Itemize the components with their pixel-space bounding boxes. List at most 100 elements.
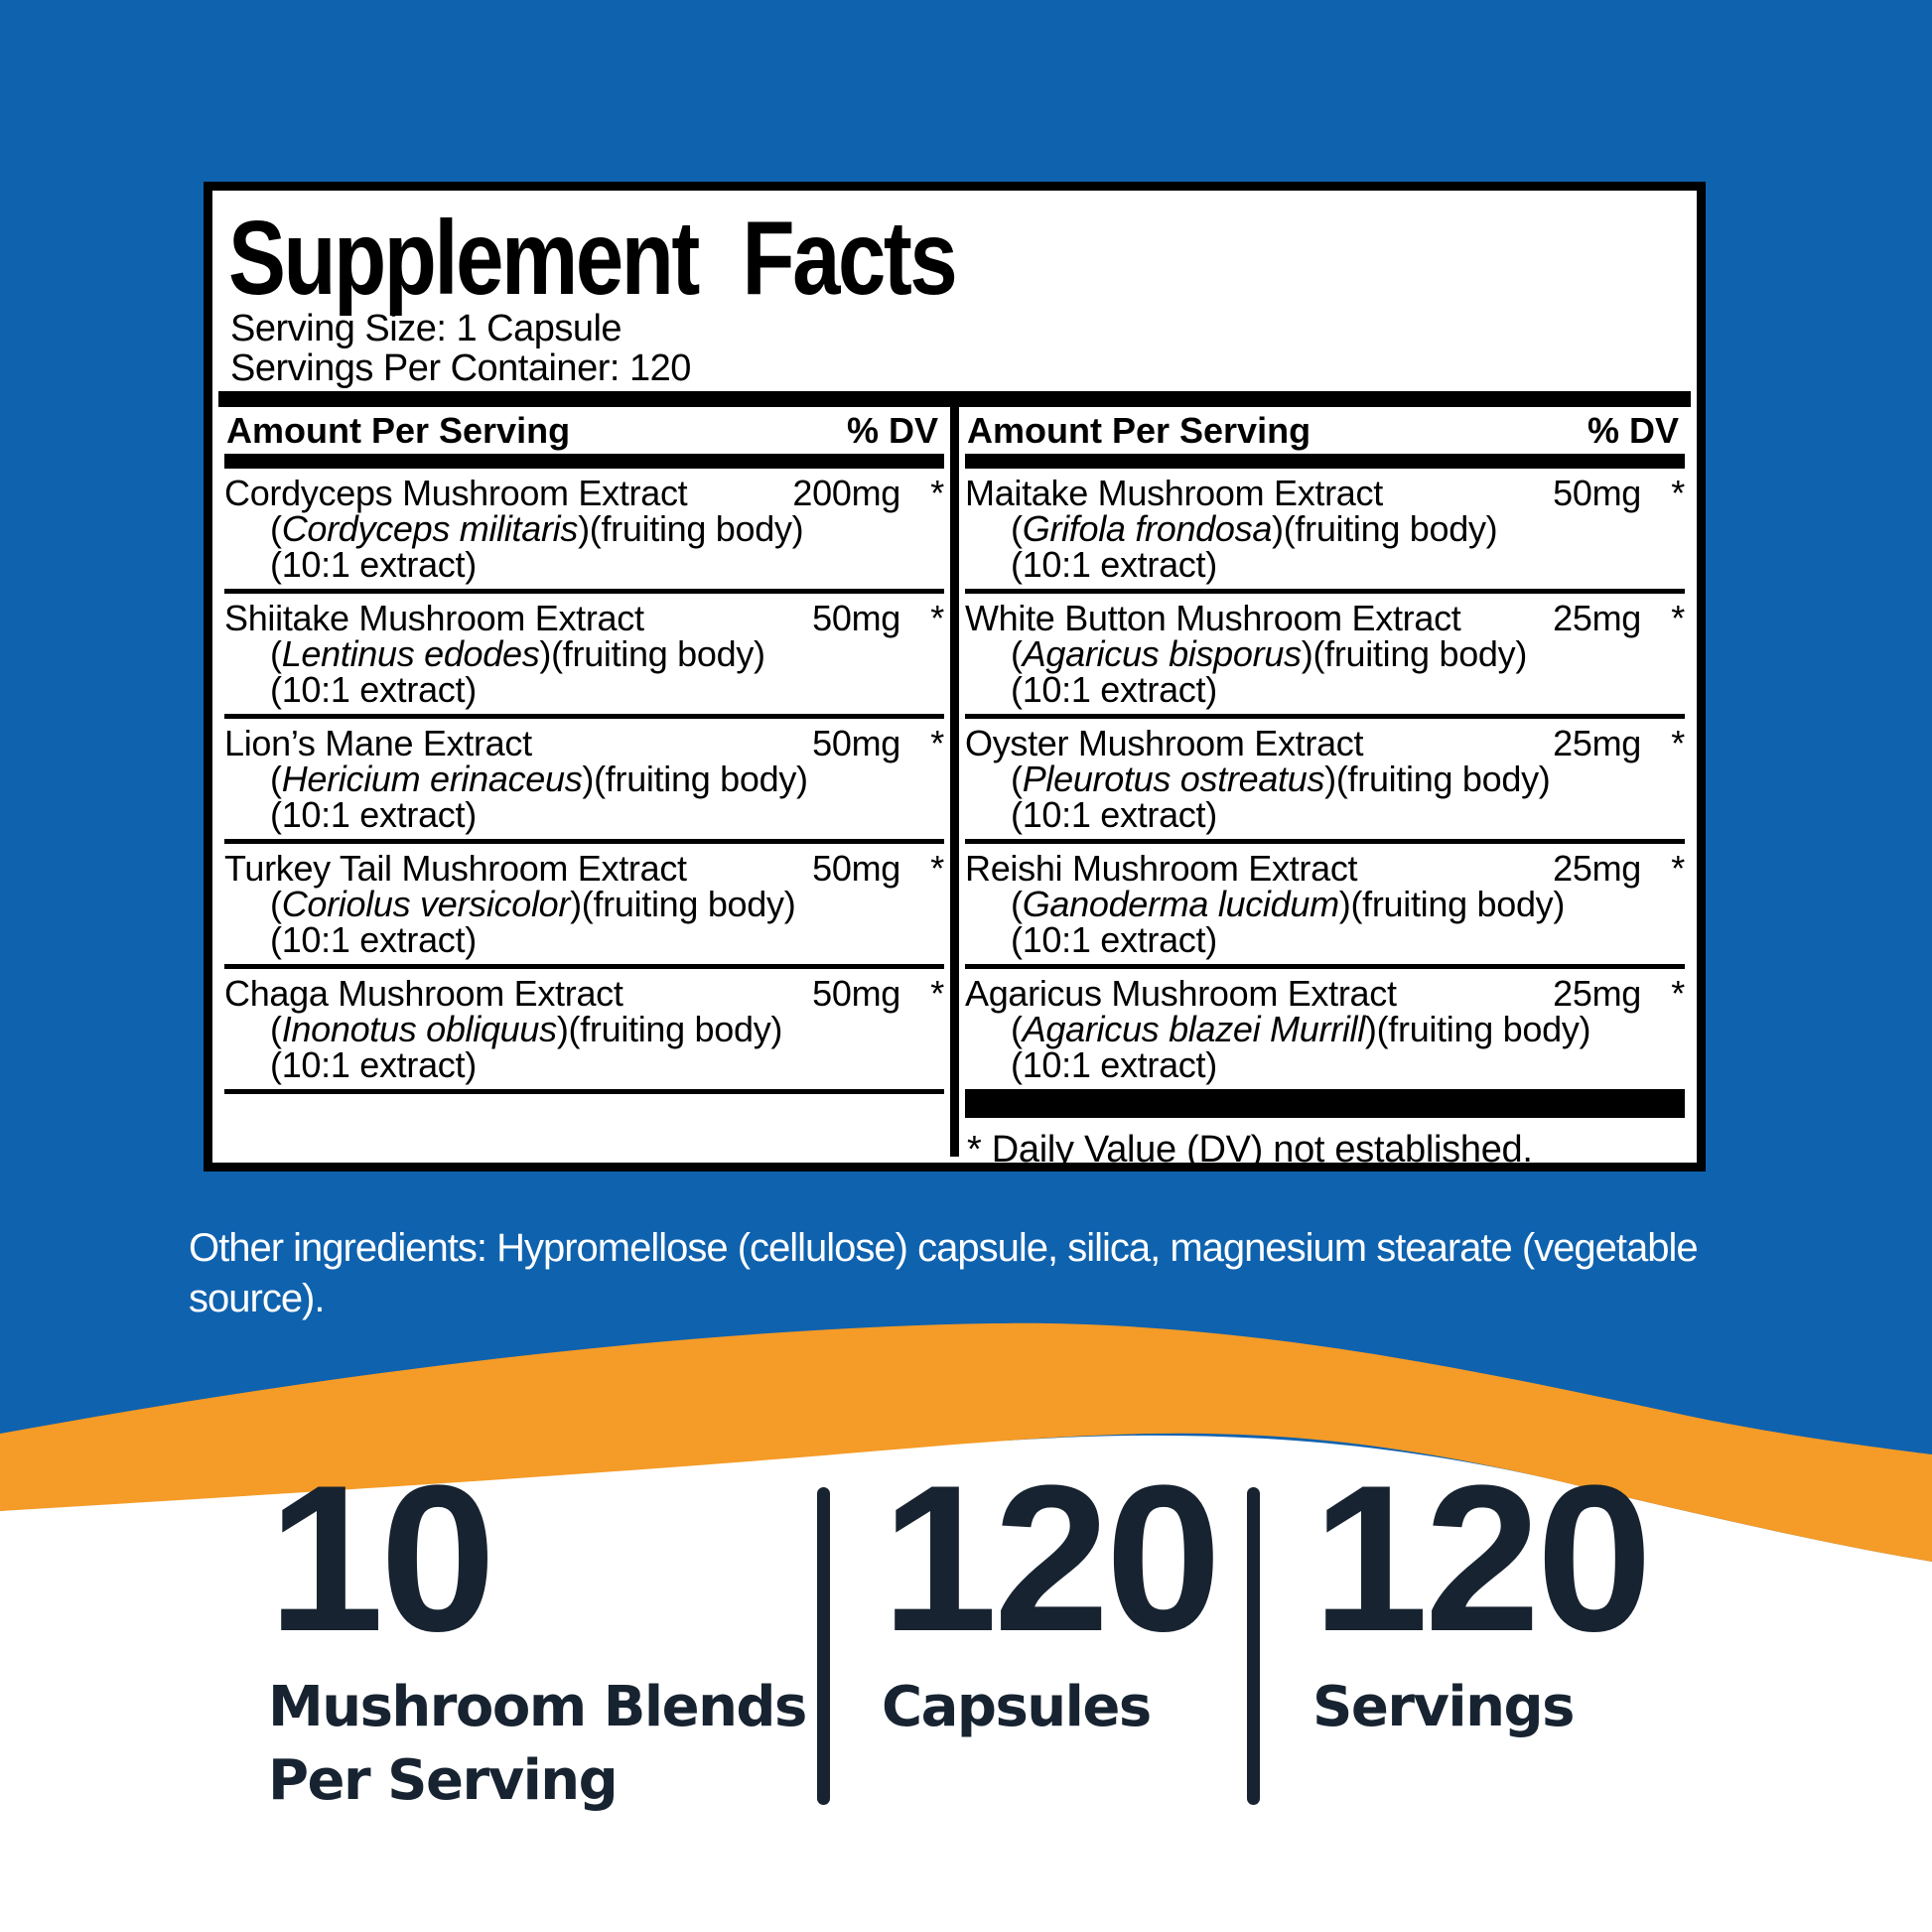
ingredient-extract-line: (10:1 extract): [270, 794, 477, 835]
ingredient-name: Agaricus Mushroom Extract: [965, 973, 1397, 1014]
stat-servings: 120 Servings: [1312, 1442, 1652, 1744]
servings-per-container: Servings Per Container: 120: [230, 347, 691, 389]
header-separator-bar: [218, 391, 1691, 407]
panel-title: Supplement Facts: [228, 200, 958, 317]
daily-value-footnote: * Daily Value (DV) not established.: [967, 1129, 1533, 1171]
serving-size: Serving Size: 1 Capsule: [230, 308, 622, 349]
percent-dv-header: % DV: [1587, 410, 1679, 451]
ingredient-latin-suffix: )(fruiting body): [539, 633, 765, 674]
orange-swoosh: [0, 1322, 1932, 1562]
ingredient-latin-suffix: )(fruiting body): [1338, 884, 1566, 924]
column-divider: [950, 407, 959, 1157]
daily-value-asterisk: *: [930, 973, 944, 1014]
stat-mushroom-blends-label: Mushroom Blends Per Serving: [268, 1671, 807, 1818]
ingredient-latin-name: Agaricus bisporus: [1022, 633, 1302, 674]
ingredient-latin-suffix: )(fruiting body): [1364, 1009, 1591, 1049]
ingredient-row: Oyster Mushroom Extract 25mg * (Pleurotus o…: [965, 719, 1685, 844]
ingredient-main-line: Reishi Mushroom Extract 25mg *: [965, 851, 1685, 887]
ingredient-latin-line: (Agaricus blazei Murrill)(fruiting body): [1011, 1009, 1591, 1049]
ingredient-main-line: Shiitake Mushroom Extract 50mg *: [224, 601, 944, 636]
ingredient-name: Turkey Tail Mushroom Extract: [224, 848, 687, 889]
ingredient-latin-line: (Lentinus edodes)(fruiting body): [270, 633, 765, 674]
stat-label-line: Mushroom Blends: [268, 1675, 807, 1739]
stat-label-line: Capsules: [882, 1675, 1152, 1739]
ingredient-column-right: Amount Per Serving % DV Maitake Mushroom E…: [959, 407, 1691, 1170]
ingredient-extract-line: (10:1 extract): [270, 1044, 477, 1085]
daily-value-asterisk: *: [930, 598, 944, 638]
ingredient-main-line: White Button Mushroom Extract 25mg *: [965, 601, 1685, 636]
ingredient-latin-name: Inonotus obliquus: [281, 1009, 557, 1049]
stat-capsules-value: 120: [882, 1442, 1221, 1675]
ingredient-row: White Button Mushroom Extract 25mg * (Agari…: [965, 594, 1685, 719]
ingredient-main-line: Cordyceps Mushroom Extract 200mg *: [224, 476, 944, 511]
daily-value-asterisk: *: [1671, 723, 1685, 763]
daily-value-asterisk: *: [1671, 848, 1685, 889]
stat-servings-label: Servings: [1312, 1671, 1648, 1744]
supplement-facts-panel: Supplement Facts Serving Size: 1 Capsule…: [204, 182, 1706, 1172]
ingredient-latin-line: (Inonotus obliquus)(fruiting body): [270, 1009, 783, 1049]
daily-value-asterisk: *: [930, 723, 944, 763]
ingredient-main-line: Lion’s Mane Extract 50mg *: [224, 726, 944, 761]
ingredient-row: Shiitake Mushroom Extract 50mg * (Lentinus …: [224, 594, 944, 719]
other-ingredients-text: Other ingredients: Hypromellose (cellulo…: [189, 1226, 1699, 1320]
ingredient-latin-name: Hericium erinaceus: [281, 759, 583, 799]
ingredient-latin-suffix: )(fruiting body): [1324, 759, 1551, 799]
ingredient-extract-line: (10:1 extract): [1011, 669, 1217, 710]
stat-mushroom-blends-value: 10: [268, 1442, 496, 1675]
stat-label-line: Servings: [1312, 1675, 1575, 1739]
daily-value-asterisk: *: [1671, 473, 1685, 513]
stats-divider: [817, 1487, 830, 1805]
ingredient-latin-suffix: )(fruiting body): [1301, 633, 1528, 674]
daily-value-asterisk: *: [1671, 598, 1685, 638]
ingredient-extract-line: (10:1 extract): [1011, 794, 1217, 835]
stat-capsules-label: Capsules: [882, 1671, 1217, 1744]
ingredient-name: White Button Mushroom Extract: [965, 598, 1461, 638]
ingredient-main-line: Oyster Mushroom Extract 25mg *: [965, 726, 1685, 761]
stat-label-line: Per Serving: [268, 1748, 619, 1813]
amount-per-serving-header: Amount Per Serving: [226, 410, 571, 451]
ingredient-latin-suffix: )(fruiting body): [582, 759, 808, 799]
ingredient-latin-line: (Pleurotus ostreatus)(fruiting body): [1011, 759, 1551, 799]
ingredient-main-line: Turkey Tail Mushroom Extract 50mg *: [224, 851, 944, 887]
ingredient-latin-line: (Ganoderma lucidum)(fruiting body): [1011, 884, 1566, 924]
ingredient-name: Shiitake Mushroom Extract: [224, 598, 644, 638]
stat-servings-value: 120: [1312, 1442, 1652, 1675]
column-header: Amount Per Serving % DV: [224, 407, 944, 454]
ingredient-latin-suffix: )(fruiting body): [570, 884, 796, 924]
ingredient-latin-suffix: )(fruiting body): [556, 1009, 783, 1049]
ingredient-main-line: Agaricus Mushroom Extract 25mg *: [965, 976, 1685, 1012]
ingredient-amount: 25mg: [1553, 848, 1641, 889]
ingredient-extract-line: (10:1 extract): [270, 919, 477, 960]
ingredient-extract-line: (10:1 extract): [1011, 919, 1217, 960]
ingredient-name: Lion’s Mane Extract: [224, 723, 532, 763]
ingredient-extract-line: (10:1 extract): [1011, 1044, 1217, 1085]
ingredient-row: Turkey Tail Mushroom Extract 50mg * (Coriol…: [224, 844, 944, 969]
ingredient-extract-line: (10:1 extract): [270, 544, 477, 585]
ingredient-latin-line: (Agaricus bisporus)(fruiting body): [1011, 633, 1528, 674]
ingredient-column-left: Amount Per Serving % DV Cordyceps Mushroom…: [218, 407, 950, 1157]
ingredient-columns: Amount Per Serving % DV Cordyceps Mushroom…: [218, 407, 1691, 1170]
ingredient-amount: 50mg: [812, 848, 900, 889]
ingredient-latin-line: (Grifola frondosa)(fruiting body): [1011, 508, 1498, 549]
ingredient-extract-line: (10:1 extract): [270, 669, 477, 710]
ingredient-name: Oyster Mushroom Extract: [965, 723, 1364, 763]
ingredient-row: Cordyceps Mushroom Extract 200mg * (Cordyce…: [224, 469, 944, 594]
ingredient-amount: 50mg: [812, 973, 900, 1014]
ingredient-main-line: Maitake Mushroom Extract 50mg *: [965, 476, 1685, 511]
ingredient-row: Maitake Mushroom Extract 50mg * (Grifola fr…: [965, 469, 1685, 594]
ingredient-latin-suffix: )(fruiting body): [1272, 508, 1498, 549]
ingredient-main-line: Chaga Mushroom Extract 50mg *: [224, 976, 944, 1012]
column-header: Amount Per Serving % DV: [965, 407, 1685, 454]
stat-capsules: 120 Capsules: [882, 1442, 1221, 1744]
ingredient-latin-name: Agaricus blazei Murrill: [1022, 1009, 1366, 1049]
ingredient-name: Chaga Mushroom Extract: [224, 973, 623, 1014]
daily-value-asterisk: *: [930, 848, 944, 889]
stats-divider: [1247, 1487, 1260, 1805]
footnote-thick-bar: [965, 1094, 1685, 1118]
ingredient-row: Lion’s Mane Extract 50mg * (Hericium erinac…: [224, 719, 944, 844]
ingredient-latin-line: (Hericium erinaceus)(fruiting body): [270, 759, 808, 799]
percent-dv-header: % DV: [846, 410, 938, 451]
ingredient-amount: 25mg: [1553, 598, 1641, 638]
